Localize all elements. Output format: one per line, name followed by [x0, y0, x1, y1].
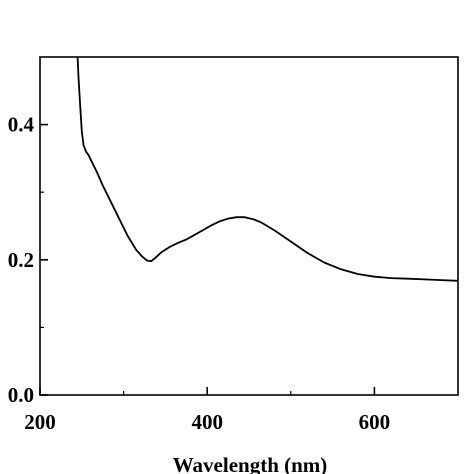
y-tick-label: 0.4	[8, 113, 35, 137]
x-tick-label: 200	[24, 410, 56, 434]
series-layer	[76, 56, 459, 282]
y-tick-label: 0.0	[8, 383, 34, 407]
x-tick-label: 400	[191, 410, 223, 434]
plot-frame	[39, 56, 459, 396]
y-tick-label: 0.2	[8, 248, 34, 272]
x-tick-label: 600	[359, 410, 391, 434]
series-line-0	[76, 56, 459, 282]
x-axis-label: Wavelength (nm)	[173, 453, 328, 474]
axes-layer: 200 400 600 0.0 0.2 0.4	[8, 56, 459, 434]
